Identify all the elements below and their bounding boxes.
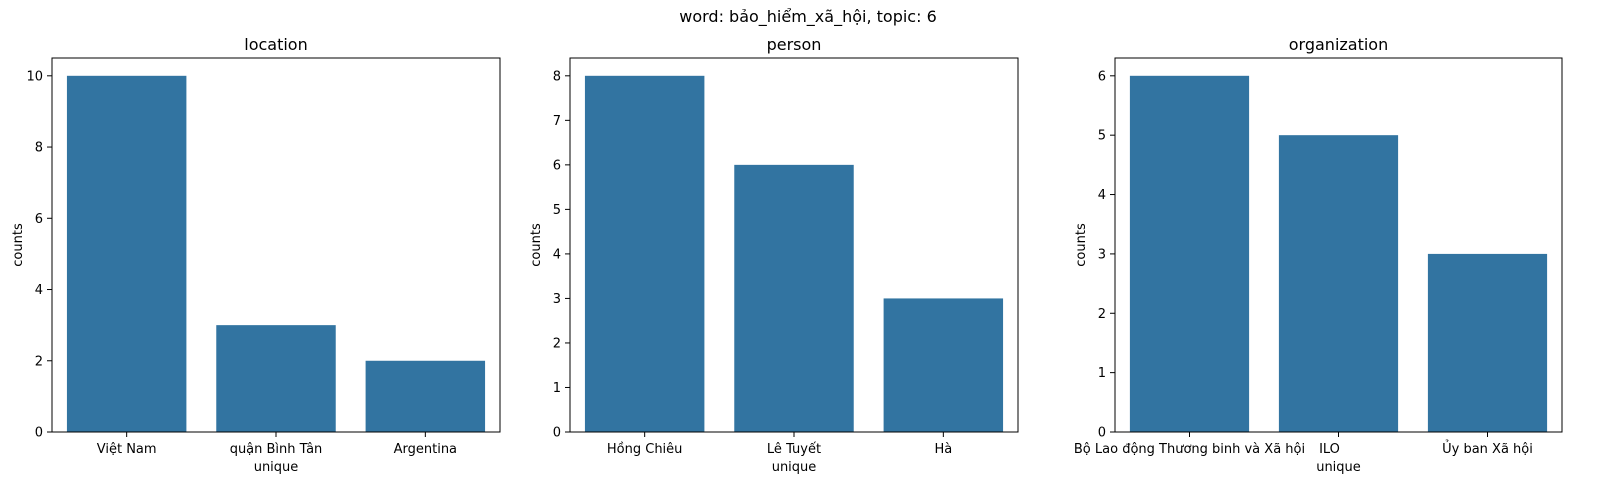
bar-3 xyxy=(365,360,486,432)
y-tick-label: 8 xyxy=(553,69,561,84)
bar-2 xyxy=(216,325,336,432)
y-axis-label: counts xyxy=(529,223,544,267)
x-tick-label: Bộ Lao động Thương binh và Xã hội xyxy=(1074,442,1305,457)
y-tick-label: 4 xyxy=(553,247,561,262)
x-tick-label: Lê Tuyết xyxy=(767,442,821,457)
chart-title: location xyxy=(244,35,307,54)
x-tick-label: quận Bình Tân xyxy=(230,442,323,457)
y-tick-label: 4 xyxy=(35,283,43,298)
y-tick-label: 0 xyxy=(35,426,43,441)
y-tick-label: 0 xyxy=(1098,426,1106,441)
y-tick-label: 7 xyxy=(553,114,561,129)
x-axis-label: unique xyxy=(254,460,299,475)
y-tick-label: 6 xyxy=(35,212,43,227)
x-axis-label: unique xyxy=(772,460,817,475)
chart-title: person xyxy=(767,35,822,54)
y-tick-label: 2 xyxy=(1098,307,1106,322)
bar-2 xyxy=(734,164,854,432)
y-tick-label: 8 xyxy=(35,141,43,156)
y-tick-label: 6 xyxy=(1098,69,1106,84)
axes-frame xyxy=(1114,57,1563,433)
figure-title: word: bảo_hiểm_xã_hội, topic: 6 xyxy=(679,7,937,27)
x-tick-label: ILO xyxy=(1319,442,1340,457)
y-tick-label: 3 xyxy=(1098,247,1106,262)
bar-1 xyxy=(584,75,705,433)
chart-organization: Bộ Lao động Thương binh và Xã hội ILO Ủy b… xyxy=(1074,35,1563,475)
bar-2 xyxy=(1278,135,1399,432)
y-tick-label: 1 xyxy=(1098,366,1106,381)
chart-location: Việt Nam quận Bình Tân Argentina 0 2 4 6 8 10 loc… xyxy=(11,35,501,475)
x-tick-label: Việt Nam xyxy=(97,442,157,457)
y-tick-label: 0 xyxy=(553,426,561,441)
x-tick-label: Argentina xyxy=(394,442,457,457)
bar-1 xyxy=(66,75,187,433)
y-tick-label: 2 xyxy=(553,336,561,351)
x-axis-label: unique xyxy=(1316,460,1361,475)
y-tick-label: 2 xyxy=(35,354,43,369)
y-tick-label: 3 xyxy=(553,292,561,307)
x-tick-label: Hà xyxy=(934,442,952,457)
x-tick-label: Hồng Chiêu xyxy=(607,442,683,457)
y-tick-label: 5 xyxy=(1098,129,1106,144)
y-tick-label: 10 xyxy=(26,69,43,84)
y-tick-label: 5 xyxy=(553,203,561,218)
bar-3 xyxy=(883,298,1004,432)
chart-title: organization xyxy=(1289,35,1388,54)
y-axis-label: counts xyxy=(1074,223,1089,267)
y-axis-label: counts xyxy=(11,223,26,267)
charts: Việt Nam quận Bình Tân Argentina0246810loc… xyxy=(11,35,1563,475)
x-tick-label: Ủy ban Xã hội xyxy=(1442,440,1533,457)
y-tick-label: 4 xyxy=(1098,188,1106,203)
axes-frame xyxy=(569,57,1019,433)
y-tick-label: 1 xyxy=(553,381,561,396)
chart-person: Hồng Chiêu Lê Tuyết Hà 0 1 2 3 4 5 6 7 8 person uniqu… xyxy=(529,35,1019,475)
y-tick-label: 6 xyxy=(553,158,561,173)
bar-1 xyxy=(1129,75,1250,433)
axes-frame xyxy=(51,57,501,433)
bar-3 xyxy=(1427,253,1548,432)
